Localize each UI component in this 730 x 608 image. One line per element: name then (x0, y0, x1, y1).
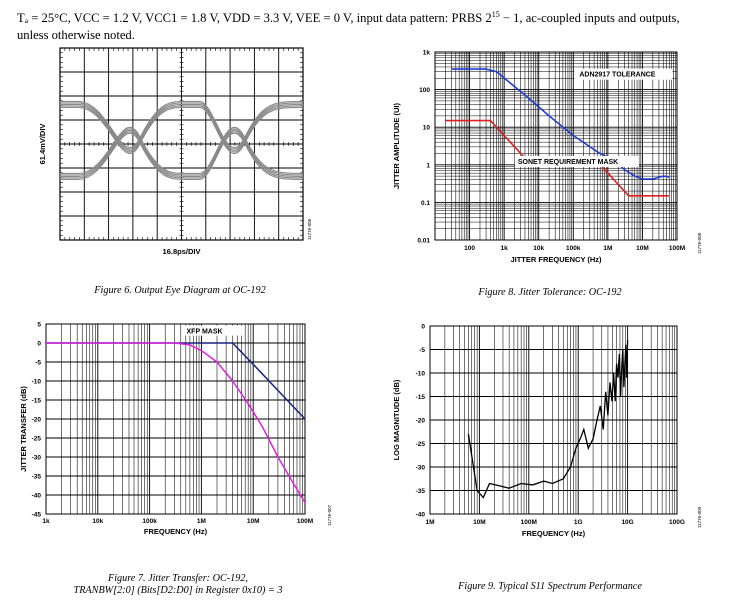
s11-ytick-label: -5 (419, 347, 425, 354)
eye-figure-tag: 11776-006 (307, 218, 312, 240)
figure-8-caption: Figure 8. Jitter Tolerance: OC-192 (478, 287, 622, 298)
jx-ytick-label: -25 (32, 436, 42, 443)
eye-diagram-chart: 16.8ps/DIV 61.4mV/DIV 11776-006 (38, 47, 312, 256)
jt-ytick-label: 10 (423, 125, 431, 132)
eye-trace-upper (60, 103, 304, 151)
s11-series-line (467, 340, 629, 499)
jt-figure-tag: 11776-008 (697, 232, 702, 254)
figure-7-caption-line2: TRANBW[2:0] (Bits[D2:D0] in Register 0x1… (73, 585, 283, 596)
s11-xtick-label: 1M (425, 519, 434, 526)
eye-ylabel: 61.4mV/DIV (38, 124, 47, 165)
conditions-line1-end: − 1, ac-coupled inputs and outputs, (499, 11, 680, 26)
jx-ytick-label: 5 (37, 322, 41, 329)
s11-xtick-label: 10M (473, 519, 486, 526)
eye-trace-upper (60, 102, 304, 150)
figure-7-caption: Figure 7. Jitter Transfer: OC-192, TRANB… (18, 573, 338, 597)
jt-xtick-label: 100M (669, 245, 685, 252)
jx-ytick-label: -45 (32, 512, 42, 519)
s11-ytick-label: -40 (416, 512, 426, 519)
jitter-tolerance-chart: 100 1k 10k 100k 1M 10M 100M 0.01 0.1 1 10 100 1k ADN2… (392, 50, 702, 265)
conditions-line2: unless otherwise noted. (17, 28, 135, 43)
jt-ylabel: JITTER AMPLITUDE (UI) (392, 103, 401, 189)
eye-trace-upper (60, 105, 304, 153)
s11-ytick-label: -15 (416, 394, 426, 401)
jx-ytick-label: -40 (32, 493, 42, 500)
s11-xlabel: FREQUENCY (Hz) (522, 529, 586, 538)
figure-9-caption: Figure 9. Typical S11 Spectrum Performan… (458, 581, 642, 592)
s11-xtick-label: 1G (574, 519, 583, 526)
figure-9-panel: 0 -5 -10 -15 -20 -25 -30 -35 -40 1M 10M 100M 1G 10G 10… (385, 318, 715, 548)
conditions-header: Tₐ = 25°C, VCC = 1.2 V, VCC1 = 1.8 V, VD… (17, 6, 722, 44)
jx-ytick-label: -10 (32, 379, 42, 386)
jt-xtick-label: 100k (566, 245, 581, 252)
jt-label-bg (514, 156, 639, 168)
jt-xlabel: JITTER FREQUENCY (Hz) (510, 255, 602, 264)
s11-figure-tag: 11776-009 (697, 506, 702, 528)
jt-xtick-label: 10k (533, 245, 544, 252)
jt-ytick-label: 100 (419, 87, 430, 94)
jx-ytick-label: -35 (32, 474, 42, 481)
s11-ytick-label: -30 (416, 465, 426, 472)
eye-xlabel: 16.8ps/DIV (163, 247, 201, 256)
jt-xtick-label: 1M (603, 245, 612, 252)
jx-xlabel: FREQUENCY (Hz) (144, 527, 208, 536)
s11-ytick-label: 0 (421, 324, 425, 331)
s11-ytick-label: -20 (416, 418, 426, 425)
jt-ytick-label: 0.01 (417, 238, 430, 245)
jx-series-label: XFP MASK (187, 329, 223, 336)
figure-8-panel: 100 1k 10k 100k 1M 10M 100M 0.01 0.1 1 10 100 1k ADN2… (385, 40, 715, 275)
s11-ytick-label: -25 (416, 441, 426, 448)
jx-xtick-label: 100M (297, 518, 313, 525)
jx-ytick-label: -30 (32, 455, 42, 462)
jt-series-label: SONET REQUIREMENT MASK (518, 159, 618, 166)
jt-plot-frame (434, 51, 678, 241)
jx-xtick-label: 10M (247, 518, 260, 525)
s11-ytick-label: -10 (416, 371, 426, 378)
figure-7-panel: 5 0 -5 -10 -15 -20 -25 -30 -35 -40 -45 1k 10k 100k 1M 1… (18, 318, 338, 550)
eye-trace-lower (60, 131, 304, 179)
jx-ytick-label: -20 (32, 417, 42, 424)
figure-6-caption: Figure 6. Output Eye Diagram at OC-192 (94, 285, 266, 296)
jx-series-line (46, 342, 306, 503)
jx-xtick-label: 1M (197, 518, 206, 525)
eye-trace-upper (60, 106, 304, 154)
s11-ytick-label: -35 (416, 488, 426, 495)
jx-ytick-label: 0 (37, 341, 41, 348)
jt-xtick-label: 10M (636, 245, 649, 252)
jt-xtick-label: 1k (501, 245, 509, 252)
jt-ytick-label: 1 (426, 162, 430, 169)
jt-series-line (451, 68, 670, 180)
s11-xtick-label: 100M (521, 519, 537, 526)
jx-ytick-label: -15 (32, 398, 42, 405)
jx-figure-tag: 11776-007 (327, 504, 332, 526)
eye-trace-lower (60, 132, 304, 180)
jx-label-bg (182, 325, 245, 336)
jt-series-label: ADN2917 TOLERANCE (579, 72, 655, 79)
conditions-superscript: 15 (491, 10, 500, 19)
jt-ytick-label: 1k (423, 50, 431, 57)
s11-xtick-label: 100G (669, 519, 685, 526)
jx-xtick-label: 10k (92, 518, 103, 525)
jx-ylabel: JITTER TRANSFER (dB) (19, 386, 28, 472)
jt-label-bg (574, 68, 673, 80)
eye-trace-lower (60, 129, 304, 177)
jt-xtick-label: 100 (464, 245, 475, 252)
s11-ylabel: LOG MAGNITUDE (dB) (392, 379, 401, 460)
jt-ytick-label: 0.1 (421, 200, 430, 207)
figure-6-panel: 16.8ps/DIV 61.4mV/DIV 11776-006 (35, 40, 325, 265)
eye-trace-upper (60, 100, 304, 148)
figure-7-caption-line1: Figure 7. Jitter Transfer: OC-192, (108, 573, 248, 584)
jx-xtick-label: 1k (42, 518, 50, 525)
jx-xtick-label: 100k (142, 518, 157, 525)
s11-xtick-label: 10G (621, 519, 633, 526)
jx-ytick-label: -5 (35, 360, 41, 367)
conditions-line1: Tₐ = 25°C, VCC = 1.2 V, VCC1 = 1.8 V, VD… (17, 11, 492, 26)
